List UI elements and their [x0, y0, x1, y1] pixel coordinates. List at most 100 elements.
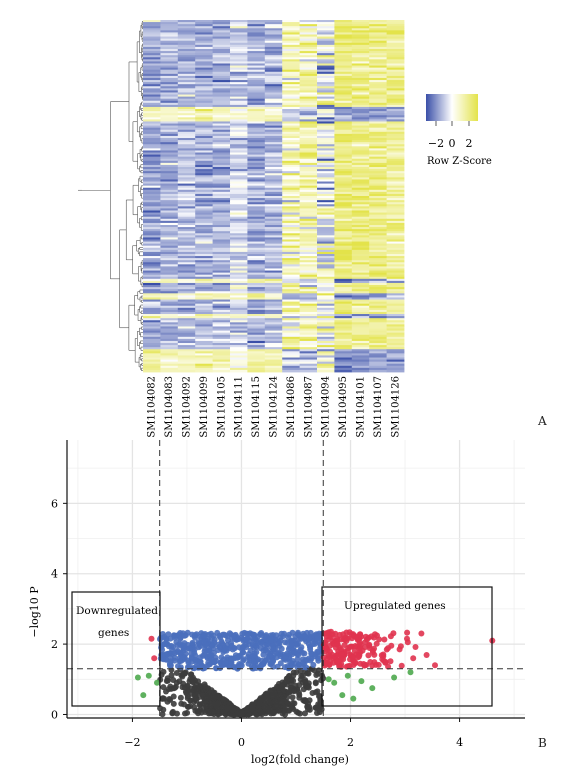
heatmap-cell	[230, 135, 248, 139]
point-nonsignificant	[250, 701, 257, 708]
heatmap-cell	[160, 251, 179, 255]
heatmap-cell	[299, 330, 318, 334]
heatmap-cell	[212, 150, 231, 153]
heatmap-cell	[195, 326, 213, 329]
point-p-significant	[239, 644, 246, 651]
point-nonsignificant	[209, 697, 216, 704]
heatmap-cell	[212, 258, 231, 261]
heatmap-cell	[299, 148, 318, 151]
point-upregulated	[346, 644, 353, 651]
heatmap-cell	[299, 311, 318, 315]
point-upregulated	[342, 636, 348, 643]
heatmap-cell	[386, 63, 405, 66]
heatmap-cell	[351, 46, 370, 50]
heatmap-cell	[212, 320, 231, 323]
heatmap-cell	[386, 347, 405, 350]
color-key-ticks: −2 0 2	[428, 121, 473, 150]
heatmap-cell	[334, 48, 353, 52]
point-upregulated	[332, 654, 339, 661]
heatmap-cell	[369, 278, 387, 282]
point-nonsignificant	[272, 705, 279, 712]
heatmap-cell	[369, 280, 387, 284]
point-nonsignificant	[227, 709, 234, 716]
point-p-significant	[217, 634, 224, 641]
point-p-significant	[180, 647, 187, 654]
point-nonsignificant	[274, 701, 281, 708]
sample-label: SM1104126	[390, 376, 401, 438]
heatmap-cell	[351, 154, 370, 158]
point-p-significant	[170, 644, 177, 650]
point-nonsignificant	[239, 709, 246, 716]
heatmap-cell	[160, 220, 179, 224]
heatmap-cell	[351, 251, 370, 255]
heatmap-cell	[334, 73, 353, 77]
point-p-significant	[159, 631, 166, 637]
heatmap-cell	[334, 202, 353, 205]
point-nonsignificant	[264, 700, 271, 707]
point-nonsignificant	[239, 710, 246, 717]
heatmap-cell	[282, 326, 300, 329]
point-nonsignificant	[226, 710, 233, 717]
heatmap-cell	[247, 117, 266, 120]
point-nonsignificant	[238, 709, 245, 716]
heatmap-cell	[264, 334, 283, 338]
point-nonsignificant	[214, 692, 221, 699]
heatmap-cell	[177, 272, 196, 276]
heatmap-cell	[160, 158, 179, 162]
heatmap-cell	[351, 86, 370, 89]
heatmap-cell	[386, 297, 405, 300]
heatmap-cell	[247, 88, 266, 91]
heatmap-cell	[143, 301, 161, 305]
heatmap-cell	[230, 301, 248, 305]
heatmap-cell	[177, 156, 196, 160]
point-nonsignificant	[226, 708, 233, 714]
point-nonsignificant	[184, 695, 191, 702]
heatmap-cell	[230, 285, 248, 288]
point-nonsignificant	[215, 693, 222, 699]
point-nonsignificant	[231, 707, 238, 713]
heatmap-cell	[334, 84, 353, 87]
point-upregulated	[380, 657, 387, 664]
point-upregulated	[341, 642, 348, 648]
point-p-significant	[206, 655, 213, 661]
heatmap-cell	[369, 44, 387, 48]
heatmap-cell	[386, 156, 405, 160]
point-upregulated	[345, 635, 351, 642]
heatmap-cell	[230, 96, 248, 100]
point-nonsignificant	[291, 685, 297, 692]
heatmap-cell	[351, 189, 370, 193]
heatmap-cell	[195, 84, 213, 87]
heatmap-cell	[195, 340, 213, 344]
point-nonsignificant	[261, 703, 268, 710]
heatmap-cell	[351, 229, 370, 232]
color-key-tick-label: 0	[449, 137, 456, 150]
heatmap-cell	[334, 22, 353, 25]
heatmap-cell	[177, 117, 196, 120]
point-p-significant	[173, 639, 180, 646]
heatmap-cell	[264, 138, 283, 141]
heatmap-cell	[247, 299, 266, 302]
heatmap-cell	[160, 287, 179, 290]
heatmap-cell	[247, 131, 266, 135]
heatmap-cell	[351, 104, 370, 108]
heatmap-cell	[386, 233, 405, 236]
heatmap-cell	[160, 297, 179, 300]
heatmap-cell	[264, 214, 283, 218]
heatmap-cell	[317, 343, 335, 346]
heatmap-cell	[334, 332, 353, 336]
heatmap-cell	[334, 309, 353, 313]
heatmap-cell	[317, 171, 335, 174]
heatmap-cell	[386, 183, 405, 187]
heatmap-cell	[282, 140, 300, 143]
heatmap-cell	[230, 231, 248, 234]
heatmap-cell	[299, 235, 318, 238]
heatmap-cell	[160, 117, 179, 120]
point-nonsignificant	[274, 693, 281, 700]
heatmap-cell	[195, 198, 213, 201]
heatmap-cell	[230, 196, 248, 199]
point-upregulated	[412, 644, 419, 650]
point-nonsignificant	[277, 688, 284, 695]
point-p-significant	[181, 654, 187, 660]
point-nonsignificant	[299, 679, 306, 686]
point-p-significant	[220, 642, 227, 648]
